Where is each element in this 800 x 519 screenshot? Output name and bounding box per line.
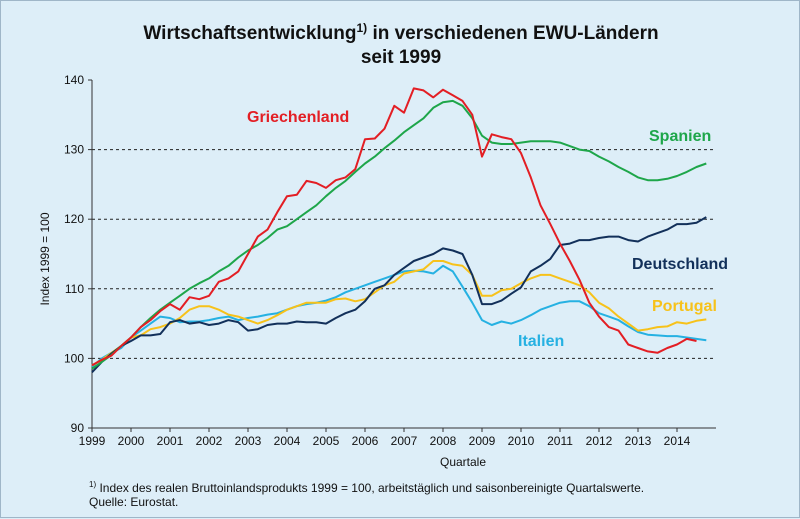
x-tick-label: 2006 [352, 434, 379, 448]
x-tick-label: 2009 [469, 434, 496, 448]
x-tick-label: 2004 [274, 434, 301, 448]
x-tick-label: 2005 [313, 434, 340, 448]
label-deutschland: Deutschland [632, 256, 728, 273]
footnote-line1: 1) Index des realen Bruttoinlandsprodukt… [89, 480, 644, 495]
gridlines [92, 149, 716, 359]
axes [88, 79, 716, 432]
series-line-griechenland [91, 87, 697, 367]
series-line-deutschland [91, 216, 707, 373]
footnote-text: Index des realen Bruttoinlandsprodukts 1… [96, 481, 645, 495]
chart-title-line2: seit 1999 [361, 47, 441, 68]
footnote-source: Quelle: Eurostat. [89, 495, 179, 509]
x-tick-label: 2000 [118, 434, 145, 448]
chart-title-line1: Wirtschaftsentwicklung1) in verschiedene… [143, 21, 658, 44]
x-axis-label: Quartale [440, 455, 486, 469]
x-tick-label: 2001 [157, 434, 184, 448]
x-tick-label: 2012 [586, 434, 613, 448]
label-griechenland: Griechenland [247, 109, 349, 126]
series-line-portugal [91, 260, 707, 367]
series-line-spanien [91, 99, 707, 370]
y-tick-label: 110 [65, 282, 84, 296]
label-spanien: Spanien [649, 128, 711, 145]
x-tick-label: 1999 [79, 434, 106, 448]
x-tick-label: 2013 [625, 434, 652, 448]
x-tick-label: 2011 [547, 434, 573, 448]
series-lines [91, 87, 707, 373]
x-tick-label: 2003 [235, 434, 262, 448]
x-tick-label: 2007 [391, 434, 418, 448]
y-tick-label: 100 [64, 351, 84, 365]
series-line-italien [91, 264, 707, 368]
label-italien: Italien [518, 333, 564, 350]
y-tick-label: 120 [64, 212, 84, 226]
x-tick-label: 2014 [664, 434, 691, 448]
y-tick-labels: 90 100 110 120 130 140 [64, 73, 84, 435]
y-tick-label: 90 [71, 421, 85, 435]
x-tick-label: 2010 [508, 434, 535, 448]
y-tick-label: 130 [64, 143, 84, 157]
footnote-marker: 1) [89, 480, 97, 489]
y-axis-label: Index 1999 = 100 [38, 212, 52, 305]
x-tick-label: 2002 [196, 434, 223, 448]
y-tick-label: 140 [64, 73, 84, 87]
x-tick-labels: 1999 2000 2001 2002 2003 2004 2005 2006 2007 2008… [79, 434, 691, 448]
x-tick-label: 2008 [430, 434, 457, 448]
label-portugal: Portugal [652, 298, 717, 315]
